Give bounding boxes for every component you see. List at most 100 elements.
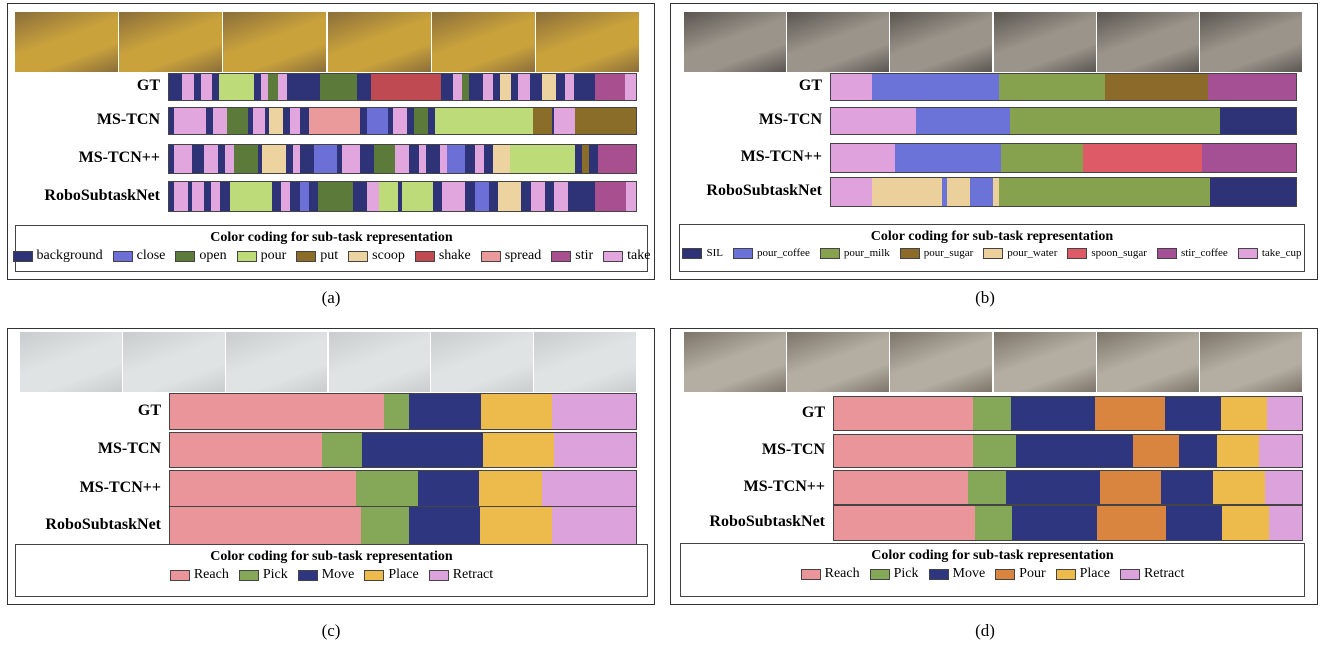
legend-item: take_cup — [1237, 247, 1302, 259]
segment — [871, 178, 942, 206]
legend-item: spoon_sugar — [1067, 247, 1147, 259]
segmentation-bar — [833, 396, 1303, 431]
segment — [299, 182, 309, 211]
segment — [575, 108, 636, 134]
row-label: MS-TCN++ — [740, 148, 822, 165]
segment — [1207, 74, 1296, 100]
panel-box — [670, 328, 1318, 605]
row-label: GT — [801, 403, 825, 421]
panel-caption: (d) — [975, 621, 995, 640]
segment — [227, 108, 249, 134]
segment — [308, 108, 361, 134]
segment — [283, 108, 291, 134]
legend-label: pour_water — [1007, 247, 1058, 259]
segment — [262, 145, 286, 173]
legend-swatch — [112, 250, 133, 262]
legend-label: Move — [321, 567, 355, 582]
segment — [497, 182, 522, 211]
segment — [439, 145, 447, 173]
legend-item: pour_water — [983, 247, 1057, 259]
legend-items: SIL pour_coffee pour_milk pour_sugar pour_wa… — [680, 247, 1304, 259]
panel-caption: (c) — [321, 621, 341, 640]
segment — [551, 507, 636, 544]
legend-item: Place — [364, 567, 419, 583]
legend-swatch — [238, 569, 259, 581]
legend-swatch — [169, 569, 190, 581]
segment — [1001, 144, 1084, 172]
legend-items: Reach Pick Move Pour Place Retract — [681, 566, 1304, 582]
segment — [521, 182, 531, 211]
panel-box — [7, 3, 655, 280]
segment — [441, 182, 466, 211]
segment — [248, 108, 253, 134]
segment — [170, 471, 357, 506]
segment — [1220, 108, 1296, 134]
video-frame — [20, 332, 122, 392]
segment — [493, 145, 510, 173]
legend-swatch — [297, 569, 318, 581]
segmentation-bar — [168, 144, 637, 174]
legend-swatch — [995, 568, 1016, 580]
segment — [409, 145, 419, 173]
segment — [595, 74, 626, 100]
segmentation-bar — [168, 73, 637, 101]
segment — [834, 435, 974, 467]
video-frame — [787, 12, 890, 72]
legend-swatch — [1119, 568, 1140, 580]
segment — [280, 182, 291, 211]
row-label: RoboSubtaskNet — [709, 513, 825, 530]
legend-swatch — [428, 569, 449, 581]
video-frame — [15, 12, 119, 72]
segment — [299, 108, 309, 134]
segment — [219, 74, 255, 100]
legend-title: Color coding for sub-task representation — [210, 230, 453, 245]
segment — [488, 182, 498, 211]
segment — [465, 182, 475, 211]
segment — [173, 108, 207, 134]
segment — [452, 74, 463, 100]
legend-item: Reach — [169, 567, 229, 583]
segment — [529, 74, 542, 100]
legend-item: Move — [928, 566, 985, 582]
segment — [589, 145, 599, 173]
segment — [946, 178, 971, 206]
segment — [1097, 506, 1166, 540]
segment — [554, 108, 576, 134]
video-frame — [119, 12, 223, 72]
segment — [831, 178, 872, 206]
legend-label: Pick — [262, 567, 288, 582]
segment — [469, 74, 484, 100]
legend-label: open — [199, 248, 227, 263]
legend-label: pour_sugar — [923, 247, 974, 259]
legend-label: pour_coffee — [756, 247, 810, 259]
legend-swatch — [732, 247, 753, 259]
video-frame — [1096, 12, 1199, 72]
row-label: MS-TCN++ — [78, 149, 160, 166]
segment — [418, 145, 426, 173]
legend-swatch — [869, 568, 890, 580]
legend-item: open — [175, 248, 227, 264]
segment — [575, 145, 583, 173]
segment — [582, 145, 590, 173]
segment — [595, 182, 626, 211]
segment — [169, 182, 174, 211]
segment — [299, 145, 314, 173]
row-label: GT — [137, 401, 161, 419]
legend-swatch — [551, 250, 572, 262]
segment — [1012, 506, 1097, 540]
segment — [533, 108, 552, 134]
segment — [193, 74, 201, 100]
segment — [414, 108, 428, 134]
segment — [941, 178, 947, 206]
segment — [225, 145, 235, 173]
legend-items: Reach Pick Move Place Retract — [16, 567, 647, 583]
segment — [388, 108, 393, 134]
legend-swatch — [1237, 247, 1258, 259]
segment — [492, 74, 500, 100]
segment — [1132, 435, 1180, 467]
panel-caption: (b) — [975, 288, 995, 307]
legend-swatch — [1156, 247, 1177, 259]
segment — [371, 74, 442, 100]
segment — [220, 182, 230, 211]
segment — [192, 145, 204, 173]
